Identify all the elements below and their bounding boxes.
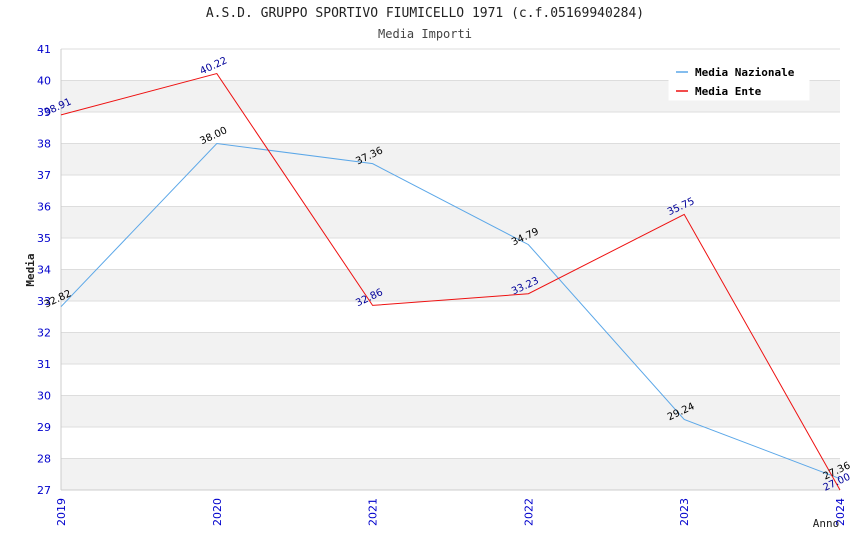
data-label: 38.91: [43, 97, 74, 119]
y-tick-label: 30: [37, 390, 51, 403]
grid-bands: [61, 80, 840, 490]
chart-title: A.S.D. GRUPPO SPORTIVO FIUMICELLO 1971 (…: [205, 6, 645, 21]
y-tick-label: 28: [37, 453, 51, 466]
series-line: [60, 72, 841, 491]
y-axis-label: Media: [24, 253, 37, 286]
grid-band: [61, 269, 840, 301]
y-tick-label: 29: [37, 421, 51, 434]
grid-lines: [61, 48, 840, 491]
x-tick-labels: 2019 2020 2021 2022 2023 2024: [55, 498, 847, 526]
y-tick-label: 35: [37, 232, 51, 245]
x-tick-label: 2019: [55, 498, 68, 526]
y-tick-label: 41: [37, 43, 51, 56]
chart-subtitle: Media Importi: [378, 27, 472, 41]
x-tick-label: 2020: [211, 498, 224, 526]
y-tick-label: 38: [37, 138, 51, 151]
grid-band: [61, 143, 840, 175]
legend-entry: Media Ente: [695, 85, 762, 98]
legend-box: [668, 59, 810, 101]
y-tick-labels: 27 28 29 30 31 32 33 34 35 36 37 38 39 40 41: [37, 43, 51, 497]
y-tick-label: 27: [37, 484, 51, 497]
axes: [60, 49, 840, 491]
y-tick-label: 34: [37, 264, 51, 277]
y-tick-label: 33: [37, 295, 51, 308]
y-tick-label: 36: [37, 201, 51, 214]
series-line: [60, 142, 841, 480]
x-tick-label: 2022: [522, 498, 535, 526]
x-axis-label: Anno: [813, 517, 840, 530]
data-label: 32.82: [43, 288, 74, 310]
x-tick-label: 2024: [834, 498, 847, 526]
grid-band: [61, 206, 840, 238]
y-tick-label: 32: [37, 327, 51, 340]
x-tick-label: 2023: [678, 498, 691, 526]
x-tick-label: 2021: [367, 498, 380, 526]
grid-band: [61, 332, 840, 364]
legend: Media Nazionale Media Ente: [668, 59, 810, 101]
series-lines: [60, 72, 841, 491]
y-tick-label: 31: [37, 358, 51, 371]
grid-band: [61, 458, 840, 490]
grid-band: [61, 395, 840, 427]
y-tick-label: 40: [37, 75, 51, 88]
legend-entry: Media Nazionale: [695, 66, 795, 79]
y-tick-label: 37: [37, 169, 51, 182]
y-tick-label: 39: [37, 106, 51, 119]
